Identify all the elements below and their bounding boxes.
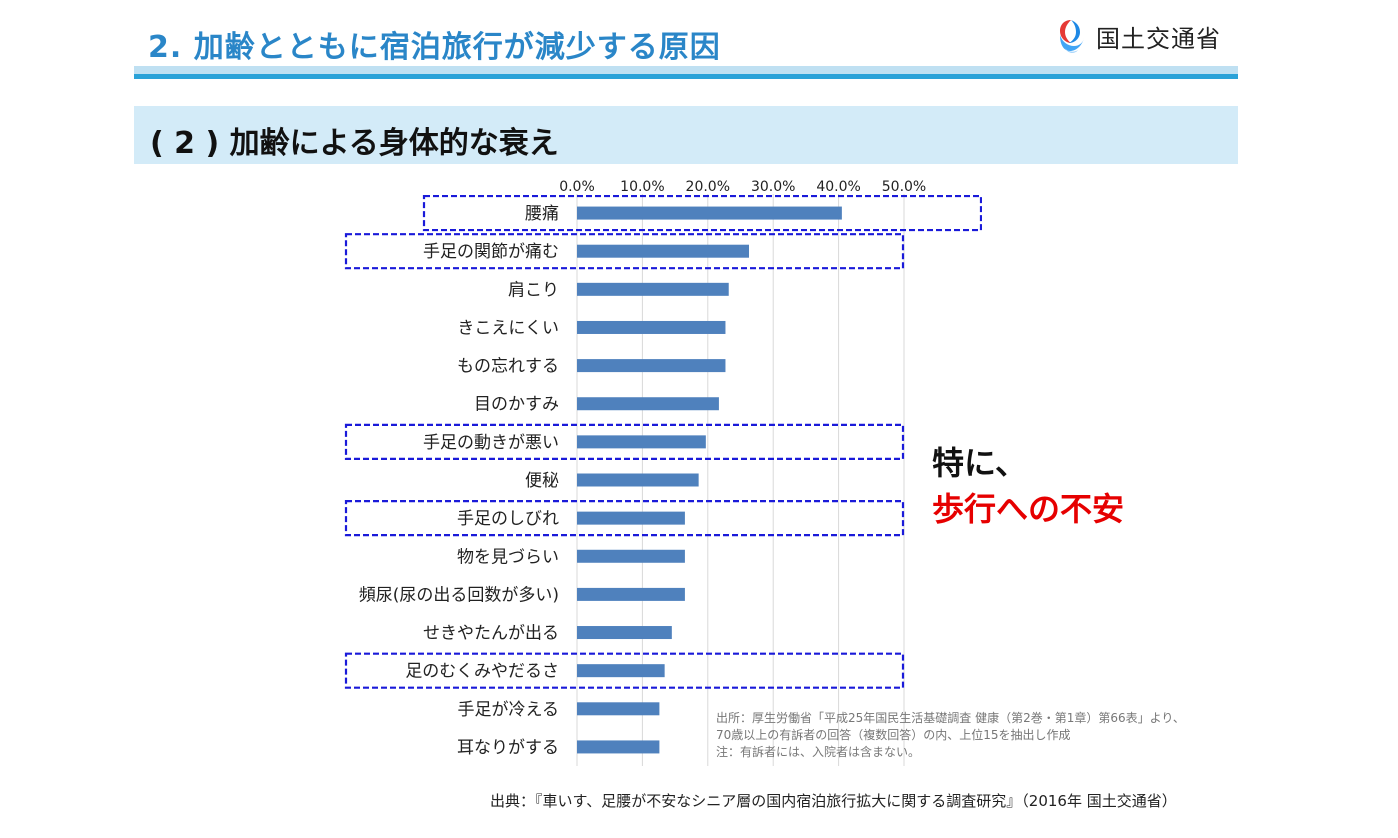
bar [577,740,660,754]
category-label: 腰痛 [525,204,559,224]
bar [577,587,685,601]
bar [577,435,706,449]
highlight-box [422,194,982,232]
mlit-logo-icon [1060,20,1084,53]
bar [577,626,672,640]
x-tick-label: 20.0% [686,179,730,195]
category-label: 便秘 [525,471,559,491]
title-underline [134,66,1238,80]
callout: 特に、 歩行への不安 [932,440,1124,532]
category-label: 目のかすみ [474,395,559,415]
x-tick-label: 30.0% [751,179,795,195]
bar [577,359,726,373]
ministry-logo: 国土交通省 [1056,16,1221,56]
bar [577,397,719,411]
category-label: もの忘れする [457,357,559,377]
x-tick-label: 50.0% [882,179,926,195]
category-label: 手足の動きが悪い [423,433,559,453]
category-label: 足のむくみやだるさ [405,662,559,682]
bar [577,549,685,563]
callout-line-1: 特に、 [932,444,1028,482]
chart-note: 出所：厚生労働省「平成25年国民生活基礎調査 健康（第2巻・第1章）第66表」よ… [716,710,1185,761]
category-label: 頻尿(尿の出る回数が多い) [359,585,559,605]
title-underline-dark [134,74,1238,79]
category-label: せきやたんが出る [423,624,559,644]
bar [577,244,750,258]
bar [577,664,665,678]
note-line-3: 注：有訴者には、入院者は含まない。 [716,745,921,759]
highlight-box [344,652,905,689]
x-tick-label: 40.0% [816,179,860,195]
category-label: 耳なりがする [457,738,559,758]
category-label: 手足のしびれ [457,509,559,529]
bar [577,702,660,716]
bar [577,320,726,334]
bar [577,511,685,525]
title-underline-light [134,66,1238,74]
note-line-2: 70歳以上の有訴者の回答（複数回答）の内、上位15を抽出し作成 [716,728,1071,742]
page-title: 2. 加齢とともに宿泊旅行が減少する原因 [148,30,721,65]
category-label: 手足の関節が痛む [423,242,559,262]
category-label: きこえにくい [457,318,559,338]
x-tick-label: 10.0% [620,179,664,195]
highlight-box [344,500,905,537]
category-label: 物を見づらい [457,547,559,567]
bar [577,282,729,296]
bar [577,206,842,220]
callout-line-2: 歩行への不安 [932,490,1125,528]
note-line-1: 出所：厚生労働省「平成25年国民生活基礎調査 健康（第2巻・第1章）第66表」よ… [716,711,1185,725]
ministry-name: 国土交通省 [1096,24,1221,53]
highlight-box [344,423,905,460]
category-label: 肩こり [508,280,559,300]
bar [577,473,699,487]
section-subtitle: ( 2 ) 加齢による身体的な衰え [150,126,559,161]
source-citation: 出典：『車いす、足腰が不安なシニア層の国内宿泊旅行拡大に関する調査研究』（201… [490,792,1177,810]
x-tick-label: 0.0% [559,179,595,195]
highlight-box [344,233,905,270]
category-label: 手足が冷える [458,700,560,720]
section-header-band [134,106,1238,164]
chart-area: 0.0% 10.0% 20.0% 30.0% 40.0% 50.0% 腰痛手足の関節が痛む肩… [300,166,982,768]
bar-chart: 0.0% 10.0% 20.0% 30.0% 40.0% 50.0% 腰痛手足の関節が痛む肩… [344,179,982,766]
